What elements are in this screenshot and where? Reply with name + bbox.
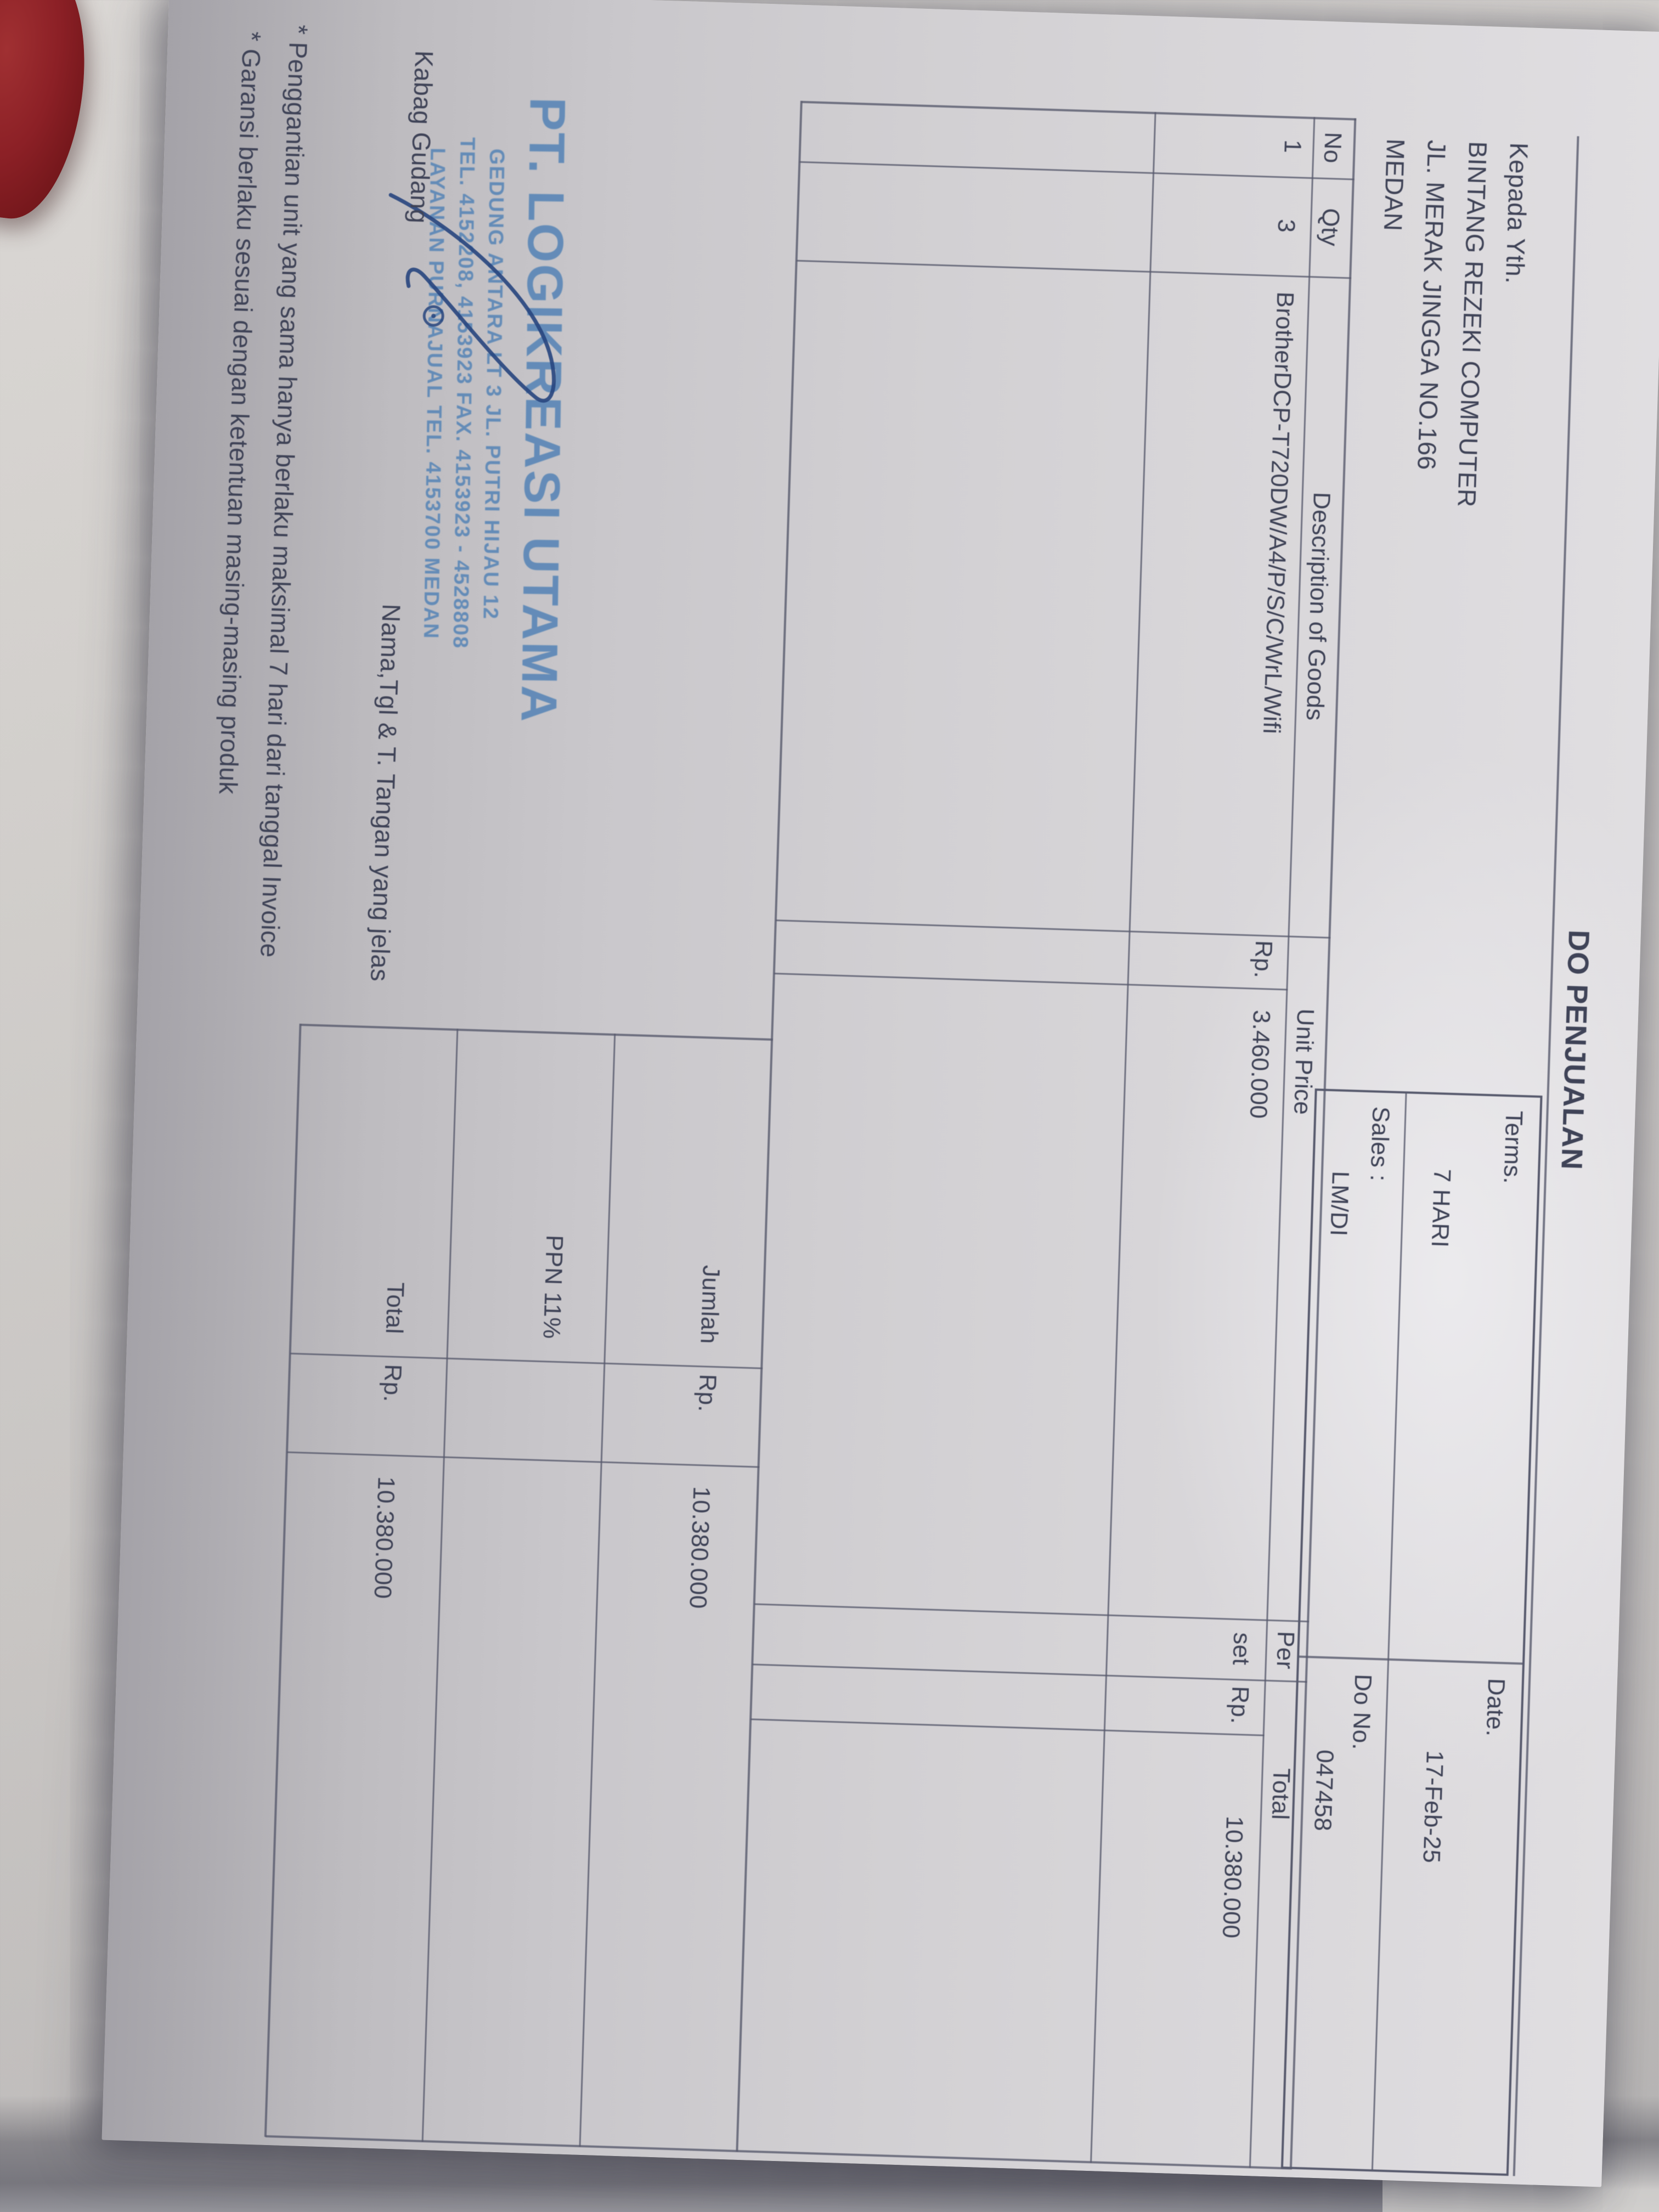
summary-jumlah-label: Jumlah [695, 1265, 725, 1345]
col-divider-per-total [752, 1663, 1307, 1683]
header-qty: Qty [1316, 207, 1345, 247]
terms-value: 7 HARI [1426, 1168, 1456, 1248]
date-value: 17-Feb-25 [1418, 1750, 1448, 1864]
table-left-border [801, 100, 1357, 121]
item-total: 10.380.000 [1217, 1815, 1249, 1939]
summary-total-label: Total [380, 1282, 409, 1335]
summary-row-divider-2 [421, 1028, 459, 2142]
terms-date-row-divider [1371, 1093, 1407, 2170]
red-folder-object [0, 0, 98, 226]
item-unit-price-currency: Rp. [1249, 940, 1278, 979]
do-no-value: 047458 [1309, 1749, 1339, 1832]
note-replacement-policy: * Penggantian unit yang sama hanya berla… [255, 24, 313, 958]
date-label: Date. [1481, 1678, 1510, 1737]
document-content: DO PENJUALAN Kepada Yth. BINTANG REZEKI … [101, 0, 1659, 2187]
summary-jumlah-currency: Rp. [693, 1373, 721, 1413]
summary-row-divider-1 [579, 1033, 616, 2147]
summary-total-currency: Rp. [378, 1363, 407, 1403]
recipient-name: BINTANG REZEKI COMPUTER [1452, 140, 1493, 508]
do-penjualan-paper: DO PENJUALAN Kepada Yth. BINTANG REZEKI … [101, 0, 1659, 2187]
pen-signature-scribble [388, 193, 556, 403]
item-total-currency: Rp. [1226, 1685, 1254, 1725]
summary-jumlah-value: 10.380.000 [684, 1486, 715, 1610]
header-unit-price: Unit Price [1289, 1008, 1319, 1115]
summary-rp-divider [286, 1451, 760, 1468]
note-warranty-policy: * Garansi berlaku sesuai dengan ketentua… [213, 31, 267, 795]
do-no-label: Do No. [1347, 1673, 1377, 1751]
col-divider-desc-unitprice [775, 919, 1331, 939]
col-divider-unitprice-per [754, 1603, 1310, 1623]
table-itemrow-bottom-border [1090, 112, 1156, 2163]
item-qty: 3 [1272, 218, 1300, 233]
header-description: Description of Goods [1301, 492, 1335, 721]
kabag-gudang-label: Kabag Gudang [404, 50, 439, 224]
summary-box-bottom-border [264, 1023, 302, 2137]
col-divider-no-qty [799, 161, 1355, 180]
sales-value: LM/DI [1325, 1170, 1355, 1237]
summary-label-divider [290, 1352, 763, 1369]
item-per: set [1227, 1632, 1256, 1666]
total-rp-subdivider [751, 1718, 1265, 1736]
item-no: 1 [1279, 139, 1307, 154]
terms-label: Terms. [1498, 1110, 1528, 1185]
sales-label: Sales : [1365, 1106, 1395, 1182]
header-no: No [1318, 132, 1347, 164]
recipient-address: JL. MERAK JINGGA NO.166 [1412, 139, 1452, 471]
header-per: Per [1271, 1630, 1300, 1670]
summary-ppn-label: PPN 11% [538, 1234, 568, 1340]
unitprice-rp-subdivider [774, 973, 1288, 991]
recipient-salutation: Kepada Yth. [1500, 142, 1534, 285]
summary-total-value: 10.380.000 [369, 1476, 400, 1600]
terms-date-divider [1299, 1655, 1523, 1665]
summary-box-left-border [300, 1023, 774, 1041]
item-description: BrotherDCP-T720DW/A4/P/S/C/WrL/Wifi [1258, 291, 1299, 735]
document-title: DO PENJUALAN [1555, 929, 1596, 1171]
recipient-city: MEDAN [1378, 138, 1410, 232]
col-divider-qty-desc [796, 259, 1352, 279]
table-body-bottom-border [736, 100, 803, 2152]
header-total: Total [1266, 1768, 1295, 1820]
item-unit-price: 3.460.000 [1244, 1009, 1276, 1120]
